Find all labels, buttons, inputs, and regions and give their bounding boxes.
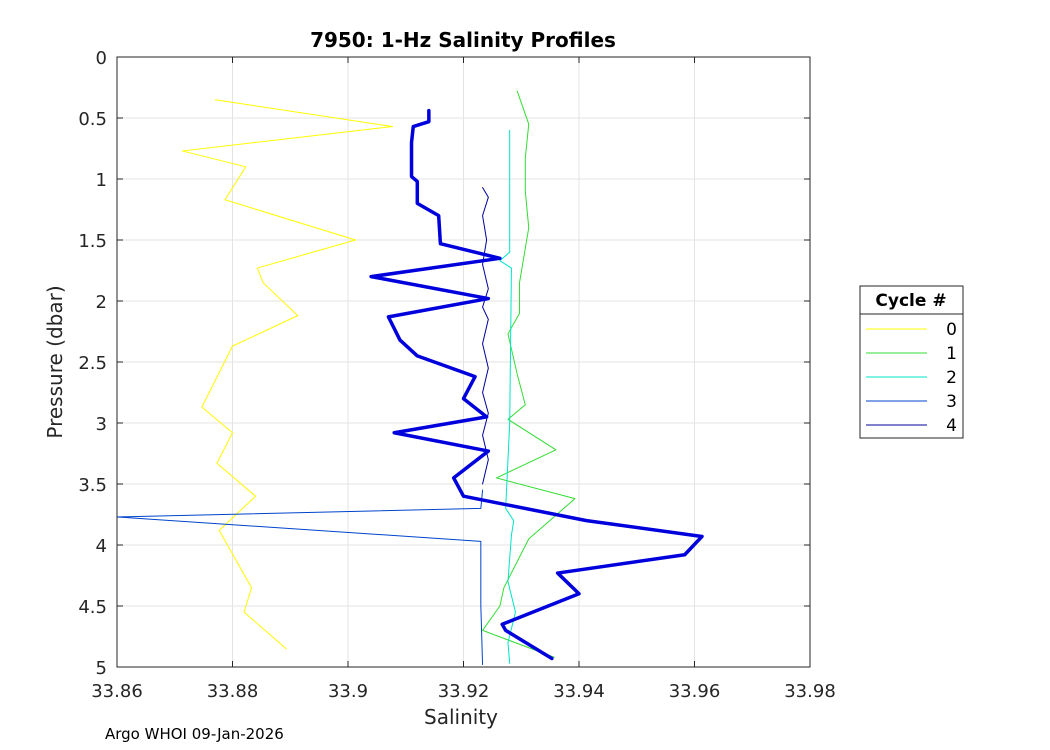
legend: Cycle # 0 1 2 3 4 [859, 285, 964, 439]
y-tick-labels: 0 0.5 1 1.5 2 2.5 3 3.5 4 4.5 5 [78, 48, 107, 679]
series-line-cycle-1 [482, 90, 576, 658]
x-tick-label: 33.98 [784, 681, 836, 702]
x-axis-label: Salinity [424, 705, 498, 729]
axis-ticks [116, 56, 811, 668]
y-tick-label: 3 [96, 414, 107, 435]
x-tick-label: 33.94 [553, 681, 605, 702]
grid-lines [117, 57, 810, 667]
y-axis-label: Pressure (dbar) [43, 285, 67, 438]
x-tick-labels: 33.86 33.88 33.9 33.92 33.94 33.96 33.98 [91, 681, 836, 702]
legend-entry-label: 2 [946, 368, 957, 388]
y-tick-label: 3.5 [78, 475, 107, 496]
legend-entry-label: 1 [946, 344, 957, 364]
series-line-cycle-3 [116, 489, 484, 666]
legend-entry-label: 4 [946, 416, 957, 436]
series-lines [116, 90, 704, 666]
series-line-cycle-4 [482, 187, 489, 485]
y-tick-label: 1 [96, 170, 107, 191]
y-tick-label: 2.5 [78, 353, 107, 374]
x-tick-label: 33.88 [207, 681, 259, 702]
series-line-cycle-0 [181, 99, 393, 650]
y-tick-label: 4.5 [78, 597, 107, 618]
series-line-cycle-2 [499, 129, 516, 664]
chart-title: 7950: 1-Hz Salinity Profiles [310, 28, 616, 52]
y-tick-label: 1.5 [78, 231, 107, 252]
y-tick-label: 0.5 [78, 109, 107, 130]
y-tick-label: 5 [96, 658, 107, 679]
x-tick-label: 33.96 [669, 681, 721, 702]
legend-box [859, 285, 964, 439]
legend-entry-label: 0 [946, 320, 957, 340]
series-line-highlight [369, 108, 704, 661]
legend-entries: 0 1 2 3 4 [866, 320, 957, 436]
legend-entry-label: 3 [946, 392, 957, 412]
x-tick-label: 33.92 [438, 681, 490, 702]
y-tick-label: 0 [96, 48, 107, 69]
y-tick-label: 4 [96, 536, 107, 557]
y-tick-label: 2 [96, 292, 107, 313]
footer-credit: Argo WHOI 09-Jan-2026 [105, 725, 284, 743]
x-tick-label: 33.86 [91, 681, 143, 702]
legend-title: Cycle # [875, 291, 946, 311]
x-tick-label: 33.9 [328, 681, 368, 702]
